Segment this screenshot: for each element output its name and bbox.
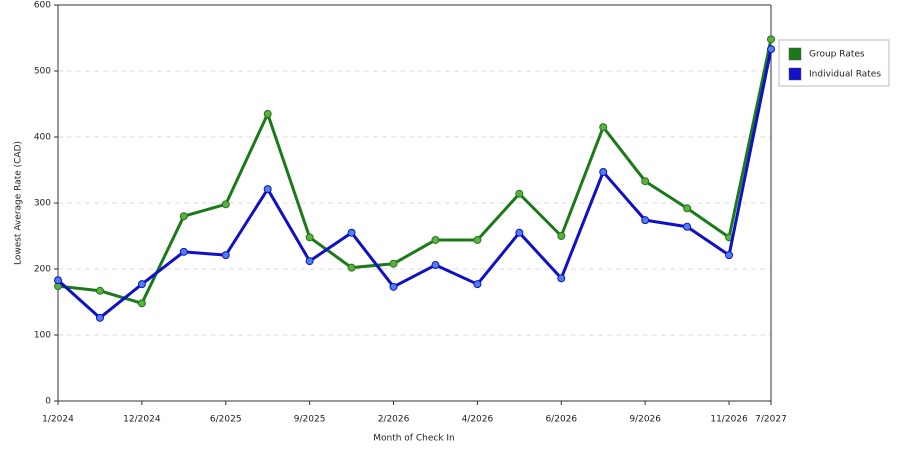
x-tick-label: 1/2024 — [42, 415, 74, 425]
point — [515, 189, 524, 198]
line — [56, 48, 773, 320]
y-tick-label: 600 — [34, 1, 51, 11]
point — [54, 276, 62, 285]
legend-swatch — [788, 67, 802, 81]
y-tick-label: 0 — [45, 397, 51, 407]
x-tick-label: 7/2027 — [755, 415, 787, 425]
point — [95, 286, 104, 295]
point — [305, 233, 314, 242]
y-tick-label: 100 — [34, 331, 51, 341]
x-tick-label: 11/2026 — [710, 415, 748, 425]
y-axis-title: Lowest Average Rate (CAD) — [14, 141, 24, 265]
x-tick-label: 6/2025 — [210, 415, 242, 425]
x-tick-label: 2/2026 — [378, 415, 410, 425]
legend-label: Individual Rates — [809, 70, 881, 80]
point — [683, 204, 692, 213]
y-tick-label: 200 — [34, 265, 51, 275]
point — [515, 228, 524, 237]
point — [683, 222, 692, 231]
x-axis-title: Month of Check In — [373, 434, 455, 444]
point — [305, 257, 314, 266]
point — [137, 299, 146, 308]
point — [431, 235, 440, 244]
point — [431, 261, 440, 270]
x-tick-label: 12/2024 — [123, 415, 161, 425]
x-tick-label: 4/2026 — [462, 415, 494, 425]
y-tick-label: 500 — [34, 67, 51, 77]
point — [221, 200, 230, 209]
point — [389, 259, 398, 268]
point — [641, 177, 650, 186]
point — [557, 232, 566, 240]
point — [725, 251, 734, 260]
point — [179, 247, 188, 256]
point — [347, 263, 356, 272]
y-tick-label: 300 — [34, 199, 51, 209]
point — [137, 280, 146, 289]
point — [389, 282, 398, 291]
point — [557, 274, 566, 283]
point — [641, 216, 650, 225]
point — [473, 280, 482, 289]
point — [95, 313, 104, 322]
point — [347, 228, 356, 237]
x-tick-label: 9/2025 — [294, 415, 326, 425]
point — [767, 45, 775, 54]
point — [221, 251, 230, 260]
x-tick-label: 9/2026 — [629, 415, 661, 425]
point — [599, 167, 608, 176]
legend-swatch — [788, 47, 802, 61]
point — [179, 212, 188, 221]
line — [57, 39, 773, 305]
legend-label: Group Rates — [809, 50, 865, 60]
x-tick-label: 6/2026 — [545, 415, 577, 425]
point — [767, 35, 775, 44]
point — [263, 109, 272, 118]
point — [263, 185, 272, 194]
point — [599, 123, 608, 132]
y-tick-label: 400 — [34, 133, 51, 143]
point — [473, 235, 482, 244]
